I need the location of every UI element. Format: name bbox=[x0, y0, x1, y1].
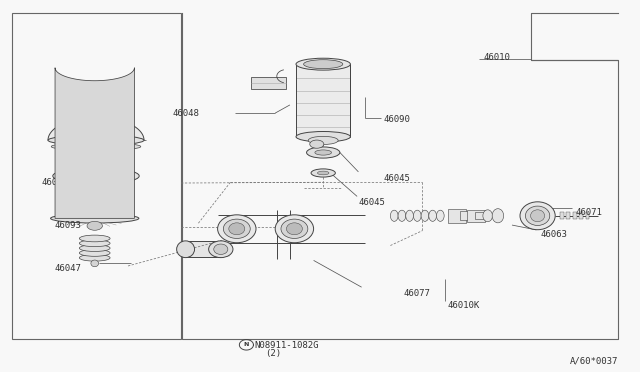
Text: N: N bbox=[244, 342, 249, 347]
Ellipse shape bbox=[275, 215, 314, 243]
Polygon shape bbox=[55, 68, 134, 218]
Text: 46020: 46020 bbox=[63, 144, 90, 153]
Ellipse shape bbox=[79, 250, 110, 256]
Bar bbox=[475, 212, 489, 219]
Bar bbox=[573, 212, 577, 219]
Text: 46090: 46090 bbox=[384, 115, 411, 124]
Ellipse shape bbox=[307, 147, 340, 158]
Text: 46010: 46010 bbox=[483, 53, 510, 62]
Text: 46077: 46077 bbox=[403, 289, 430, 298]
Ellipse shape bbox=[287, 223, 303, 235]
Text: 46071: 46071 bbox=[576, 208, 603, 217]
Ellipse shape bbox=[310, 140, 324, 148]
Ellipse shape bbox=[79, 254, 110, 261]
Text: 46045: 46045 bbox=[384, 174, 411, 183]
Bar bbox=[566, 212, 570, 219]
Ellipse shape bbox=[209, 241, 233, 257]
Ellipse shape bbox=[223, 219, 250, 238]
Bar bbox=[586, 212, 589, 219]
Ellipse shape bbox=[281, 219, 308, 238]
Ellipse shape bbox=[218, 215, 256, 243]
Bar bbox=[579, 212, 583, 219]
Text: 46010K: 46010K bbox=[448, 301, 480, 310]
Text: 46093: 46093 bbox=[54, 221, 81, 230]
Ellipse shape bbox=[483, 210, 493, 222]
Ellipse shape bbox=[398, 210, 406, 221]
Ellipse shape bbox=[317, 171, 329, 175]
Text: 46020E: 46020E bbox=[42, 178, 74, 187]
Bar bbox=[460, 211, 476, 220]
Ellipse shape bbox=[79, 240, 110, 247]
Polygon shape bbox=[48, 117, 144, 140]
Ellipse shape bbox=[436, 210, 444, 221]
Ellipse shape bbox=[531, 210, 545, 222]
Ellipse shape bbox=[59, 170, 133, 182]
Ellipse shape bbox=[413, 210, 421, 221]
Ellipse shape bbox=[520, 202, 556, 230]
Bar bbox=[12, 13, 181, 339]
Ellipse shape bbox=[48, 135, 144, 145]
Bar bbox=[560, 212, 564, 219]
Text: 46063: 46063 bbox=[541, 230, 568, 239]
Ellipse shape bbox=[406, 210, 413, 221]
Circle shape bbox=[87, 221, 102, 230]
Ellipse shape bbox=[303, 60, 343, 68]
Text: (2): (2) bbox=[266, 349, 282, 358]
Ellipse shape bbox=[390, 210, 398, 221]
Ellipse shape bbox=[229, 223, 245, 235]
Ellipse shape bbox=[525, 206, 550, 225]
Ellipse shape bbox=[79, 245, 110, 251]
Text: 46047: 46047 bbox=[54, 264, 81, 273]
Text: N08911-1082G: N08911-1082G bbox=[255, 341, 319, 350]
Bar bbox=[467, 210, 485, 222]
Ellipse shape bbox=[51, 142, 141, 151]
Text: 46045: 46045 bbox=[358, 198, 385, 207]
Bar bbox=[186, 241, 230, 257]
Ellipse shape bbox=[214, 244, 228, 254]
Ellipse shape bbox=[51, 214, 139, 223]
Bar bbox=[448, 209, 466, 223]
Bar bbox=[252, 77, 287, 89]
Ellipse shape bbox=[296, 131, 351, 142]
Ellipse shape bbox=[492, 209, 504, 223]
Ellipse shape bbox=[52, 167, 140, 184]
Text: A/60*0037: A/60*0037 bbox=[570, 356, 618, 365]
Ellipse shape bbox=[296, 58, 351, 70]
Ellipse shape bbox=[315, 150, 332, 155]
Ellipse shape bbox=[177, 241, 195, 257]
Ellipse shape bbox=[429, 210, 436, 221]
Text: 46048: 46048 bbox=[173, 109, 200, 118]
Ellipse shape bbox=[421, 210, 429, 221]
Ellipse shape bbox=[308, 137, 338, 145]
Ellipse shape bbox=[311, 169, 335, 177]
Ellipse shape bbox=[79, 235, 110, 242]
Bar bbox=[296, 64, 351, 137]
Ellipse shape bbox=[91, 260, 99, 267]
